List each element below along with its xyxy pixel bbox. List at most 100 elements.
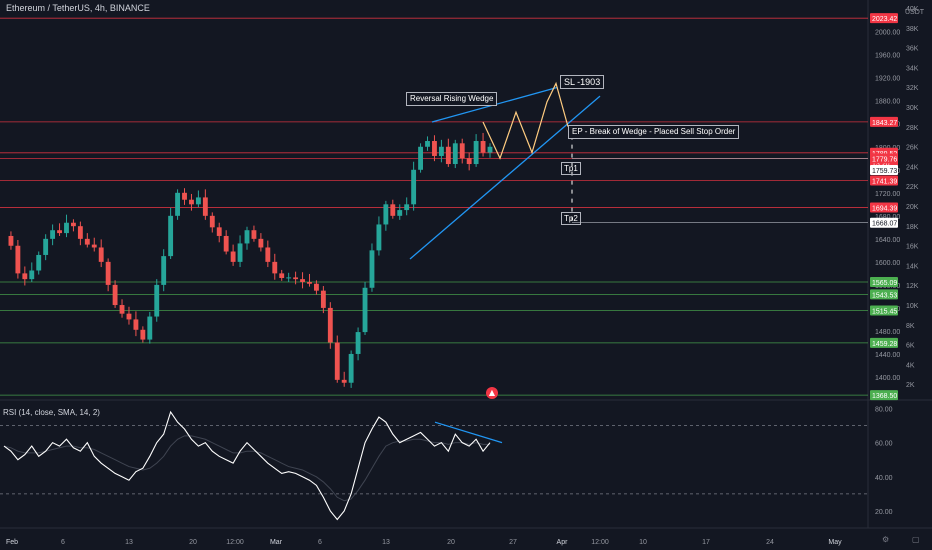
candle-body bbox=[244, 230, 250, 244]
volume-tick-label: 12K bbox=[906, 283, 919, 290]
price-tag-label: 1368.50 bbox=[872, 393, 897, 400]
time-tick-label: 10 bbox=[639, 539, 647, 546]
candle-body bbox=[50, 230, 56, 239]
support-price-tag bbox=[870, 289, 898, 300]
time-tick-label: 20 bbox=[447, 539, 455, 546]
candle-body bbox=[91, 244, 97, 248]
resistance-price-tag bbox=[870, 175, 898, 186]
volume-tick-label: 2K bbox=[906, 382, 915, 389]
time-tick-label: 6 bbox=[318, 539, 322, 546]
volume-tick-label: 8K bbox=[906, 323, 915, 330]
candle-body bbox=[320, 290, 326, 308]
candle-body bbox=[237, 243, 243, 262]
candle-body bbox=[383, 204, 389, 225]
volume-tick-label: 22K bbox=[906, 184, 919, 191]
candle-body bbox=[397, 210, 403, 216]
price-tag-label: 1759.73 bbox=[872, 168, 897, 175]
target-price-tag bbox=[870, 217, 898, 228]
volume-tick-label: 20K bbox=[906, 204, 919, 211]
volume-tick-label: 6K bbox=[906, 343, 915, 350]
price-tag-label: 2023.42 bbox=[872, 16, 897, 23]
candle-body bbox=[293, 277, 299, 280]
candle-body bbox=[473, 141, 479, 165]
rsi-sma-line bbox=[3, 435, 490, 502]
resistance-price-tag bbox=[870, 13, 898, 24]
candle-body bbox=[70, 222, 76, 227]
candle-body bbox=[126, 313, 132, 320]
price-tag-label: 1543.53 bbox=[872, 292, 897, 299]
tp1-label: Tp1 bbox=[561, 162, 581, 175]
candle-body bbox=[327, 307, 333, 343]
entry-point-label: EP - Break of Wedge - Placed Sell Stop O… bbox=[568, 125, 740, 139]
price-tick-label: 1440.00 bbox=[875, 352, 900, 359]
price-tag-label: 1515.45 bbox=[872, 309, 897, 316]
candle-body bbox=[230, 251, 236, 262]
candle-body bbox=[15, 245, 21, 274]
tp2-label: Tp2 bbox=[561, 212, 581, 225]
rsi-tick-label: 80.00 bbox=[875, 407, 893, 414]
candle-body bbox=[43, 238, 49, 255]
time-tick-label: Apr bbox=[557, 539, 569, 546]
volume-tick-label: 38K bbox=[906, 26, 919, 33]
candle-body bbox=[189, 199, 194, 205]
candle-body bbox=[376, 224, 382, 251]
candle-body bbox=[119, 305, 125, 314]
candle-body bbox=[279, 273, 285, 278]
candle-body bbox=[22, 273, 28, 280]
price-tick-label: 2000.00 bbox=[875, 30, 900, 37]
time-tick-label: 13 bbox=[125, 539, 133, 546]
candle-body bbox=[140, 329, 146, 340]
candle-body bbox=[8, 235, 14, 246]
volume-tick-label: 34K bbox=[906, 65, 919, 72]
time-tick-label: 24 bbox=[766, 539, 774, 546]
price-tag-label: 1668.07 bbox=[872, 221, 897, 228]
candle-body bbox=[411, 169, 417, 205]
candle-body bbox=[362, 287, 368, 333]
support-price-tag bbox=[870, 390, 898, 401]
price-tick-label: 1720.00 bbox=[875, 191, 900, 198]
support-price-tag bbox=[870, 276, 898, 287]
resistance-price-tag bbox=[870, 202, 898, 213]
support-price-tag bbox=[870, 337, 898, 348]
candle-body bbox=[341, 379, 347, 383]
stop-loss-label: SL -1903 bbox=[560, 75, 605, 89]
price-tag-label: 13:20 bbox=[872, 161, 890, 168]
settings-icon[interactable]: ⚙ bbox=[882, 535, 890, 544]
candle-body bbox=[286, 277, 292, 279]
time-tick-label: 20 bbox=[189, 539, 197, 546]
rsi-line bbox=[3, 410, 491, 521]
price-tag-label: 1843.27 bbox=[872, 120, 897, 127]
candle-body bbox=[182, 192, 187, 200]
candle-body bbox=[480, 141, 486, 153]
volume-tick-label: 40K bbox=[906, 6, 919, 13]
candle-body bbox=[98, 247, 104, 262]
candle-body bbox=[175, 192, 181, 216]
price-tick-label: 1880.00 bbox=[875, 99, 900, 106]
candle-body bbox=[452, 143, 458, 165]
volume-tick-label: 30K bbox=[906, 105, 919, 112]
support-price-tag bbox=[870, 305, 898, 316]
price-tick-label: 1640.00 bbox=[875, 237, 900, 244]
price-tick-label: 1600.00 bbox=[875, 260, 900, 267]
time-tick-label: 12:00 bbox=[226, 539, 244, 546]
candle-body bbox=[133, 319, 139, 330]
rsi-tick-label: 20.00 bbox=[875, 509, 893, 516]
candle-body bbox=[369, 250, 375, 288]
volume-tick-label: 28K bbox=[906, 125, 919, 132]
volume-tick-label: 14K bbox=[906, 263, 919, 270]
resistance-price-tag bbox=[870, 153, 898, 164]
current-price-tag bbox=[870, 164, 898, 175]
price-tick-label: 1920.00 bbox=[875, 76, 900, 83]
candle-body bbox=[57, 230, 62, 234]
alert-icon[interactable]: ▲ bbox=[486, 387, 498, 399]
projection-path bbox=[482, 81, 569, 160]
candle-body bbox=[445, 146, 451, 165]
fullscreen-icon[interactable]: ▢ bbox=[912, 535, 920, 544]
volume-tick-label: 26K bbox=[906, 145, 919, 152]
candle-body bbox=[390, 204, 396, 216]
time-tick-label: Mar bbox=[270, 539, 283, 546]
time-tick-label: 12:00 bbox=[591, 539, 609, 546]
candle-body bbox=[313, 283, 319, 291]
candle-body bbox=[195, 197, 201, 205]
